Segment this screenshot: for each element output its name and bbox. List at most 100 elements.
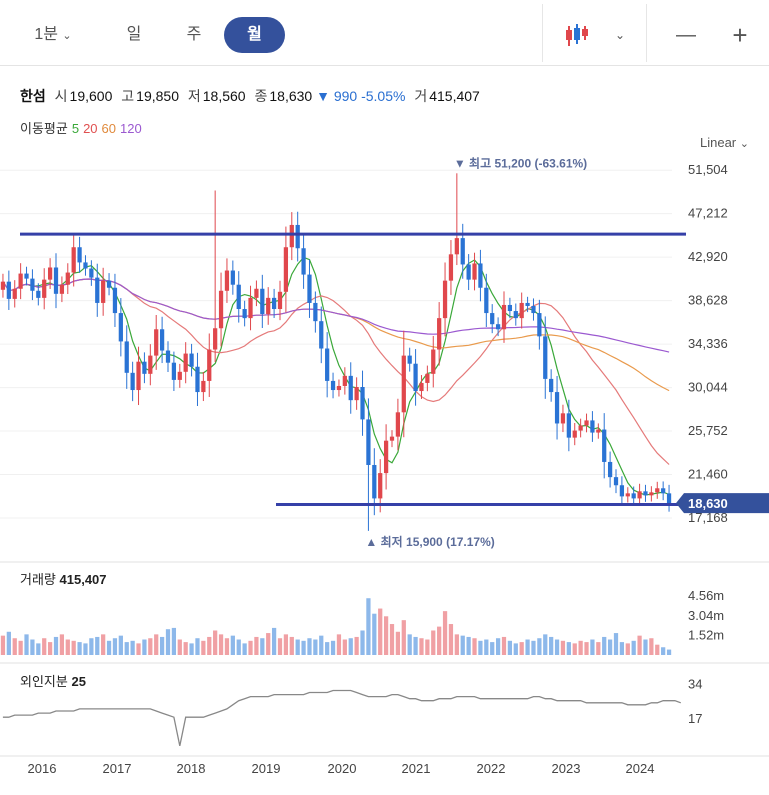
x-tick-label: 2019 xyxy=(252,761,281,776)
candle xyxy=(236,271,241,323)
candle xyxy=(47,258,53,289)
minus-icon: — xyxy=(676,24,696,46)
candle xyxy=(478,249,483,302)
ma120-label: 120 xyxy=(120,121,142,136)
candle xyxy=(260,274,265,329)
volume-bar xyxy=(460,635,465,655)
candle xyxy=(112,273,118,327)
volume-bar xyxy=(549,636,554,655)
volume-bar xyxy=(65,639,70,655)
candle xyxy=(360,370,365,436)
candle xyxy=(24,266,29,286)
candle xyxy=(77,236,82,273)
support-resistance-lines[interactable] xyxy=(20,232,686,506)
volume-bar xyxy=(213,630,218,655)
candle xyxy=(602,413,607,479)
chevron-down-icon: ⌄ xyxy=(739,138,749,150)
volume-bar xyxy=(525,639,530,655)
volume-bar xyxy=(336,634,342,655)
volume-bar xyxy=(101,634,106,655)
price-axis: 51,504 47,212 42,920 38,628 34,336 30,044 25,7… xyxy=(676,162,769,525)
price-tick-label: 30,044 xyxy=(688,380,728,395)
candle xyxy=(437,302,442,366)
volume-bar xyxy=(655,644,660,655)
candle xyxy=(407,347,412,372)
zoom-in-button[interactable]: + xyxy=(720,17,760,53)
candle xyxy=(301,233,306,289)
volume-bar xyxy=(59,634,65,655)
scale-mode-select[interactable]: Linear ⌄ xyxy=(700,135,749,150)
chart-type-button[interactable]: ⌄ xyxy=(553,17,648,53)
volume-label: 거 xyxy=(414,88,428,104)
candle xyxy=(319,306,324,364)
volume-bar xyxy=(661,647,666,655)
candle xyxy=(607,451,613,488)
volume-value: 415,407 xyxy=(429,88,480,104)
candle xyxy=(118,298,123,357)
interval-minute-label: 1분 xyxy=(34,26,58,43)
x-tick-label: 2016 xyxy=(28,761,57,776)
volume-bar xyxy=(242,643,247,655)
volume-bar xyxy=(254,636,259,655)
candle xyxy=(0,273,6,298)
candle xyxy=(65,263,70,295)
price-tick-label: 42,920 xyxy=(688,249,728,264)
tab-day[interactable]: 일 xyxy=(126,26,142,43)
volume-panel: 4.56m 3.04m 1.52m xyxy=(0,588,724,655)
candle xyxy=(201,371,206,402)
volume-bar xyxy=(201,640,206,655)
candle xyxy=(389,430,395,448)
volume-bar xyxy=(554,639,560,655)
volume-bar xyxy=(437,626,442,655)
x-tick-label: 2020 xyxy=(328,761,357,776)
volume-bar xyxy=(466,636,471,655)
candle xyxy=(307,259,312,318)
candle xyxy=(566,399,571,452)
tab-week[interactable]: 주 xyxy=(186,26,202,43)
volume-bar xyxy=(30,639,35,655)
candle xyxy=(625,487,630,503)
candle xyxy=(454,173,459,266)
candle xyxy=(495,317,501,337)
candle xyxy=(325,332,330,398)
candle xyxy=(130,361,135,402)
volume-bar xyxy=(531,640,536,655)
volume-bar xyxy=(543,634,548,655)
zoom-out-button[interactable]: — xyxy=(666,17,706,53)
volume-bar xyxy=(24,634,29,655)
moving-average-legend[interactable]: 이동평균 5 20 60 120 xyxy=(20,118,142,137)
price-tick-label: 47,212 xyxy=(688,206,728,221)
volume-bar xyxy=(378,608,383,655)
scale-mode-value: Linear xyxy=(700,135,737,150)
volume-tick-label: 1.52m xyxy=(688,627,724,642)
open-label: 시 xyxy=(54,88,68,104)
volume-bar xyxy=(177,639,182,655)
candle xyxy=(431,335,436,388)
volume-bar xyxy=(165,629,171,655)
close-label: 종 xyxy=(254,88,268,104)
volume-bar xyxy=(537,638,542,655)
volume-bar xyxy=(325,642,330,655)
candle xyxy=(554,376,560,440)
tab-month[interactable]: 월 xyxy=(224,17,285,53)
volume-bar xyxy=(389,624,395,655)
candle xyxy=(177,363,182,388)
price-tick-label: 51,504 xyxy=(688,162,728,177)
volume-bar xyxy=(507,640,513,655)
volume-bar xyxy=(484,639,489,655)
candle xyxy=(271,288,277,318)
volume-bar xyxy=(602,636,607,655)
open-value: 19,600 xyxy=(69,88,113,104)
volume-bar xyxy=(271,627,277,655)
volume-bar xyxy=(342,639,347,655)
interval-minute-button[interactable]: 1분 ⌄ xyxy=(22,17,84,53)
price-tick-label: 21,460 xyxy=(688,467,728,482)
candle xyxy=(154,314,159,370)
foreign-tick-label: 17 xyxy=(688,711,702,726)
volume-bar xyxy=(425,639,430,655)
volume-bar xyxy=(277,638,283,655)
volume-bar xyxy=(266,633,271,655)
candle xyxy=(12,280,17,308)
candle xyxy=(295,211,300,262)
